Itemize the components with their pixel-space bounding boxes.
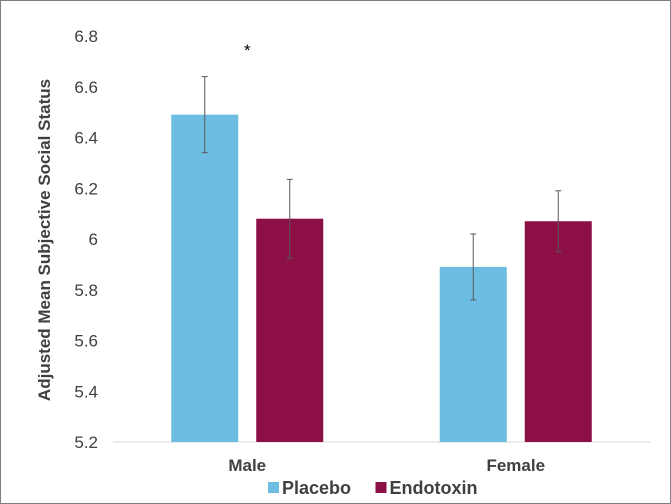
y-axis-ticks: 5.2 5.4 5.6 5.8 6 6.2 6.4 6.6 6.8 <box>74 27 98 452</box>
y-tick-label: 5.4 <box>74 382 98 401</box>
significance-marker: * <box>244 41 251 60</box>
y-tick-label: 6.8 <box>74 27 98 46</box>
y-tick-label: 6.6 <box>74 78 98 97</box>
legend-swatch-placebo <box>268 482 279 493</box>
bar-endotoxin-female <box>524 221 592 442</box>
legend-label-placebo: Placebo <box>282 478 351 498</box>
bars <box>171 114 592 442</box>
y-tick-label: 5.8 <box>74 281 98 300</box>
legend: Placebo Endotoxin <box>268 478 478 498</box>
annotations: * <box>244 41 251 60</box>
y-tick-label: 5.2 <box>74 433 98 452</box>
y-tick-label: 6.2 <box>74 179 98 198</box>
y-axis-title: Adjusted Mean Subjective Social Status <box>35 79 54 401</box>
error-bars <box>201 76 562 301</box>
y-tick-label: 5.6 <box>74 332 98 351</box>
legend-swatch-endotoxin <box>375 482 387 493</box>
legend-label-endotoxin: Endotoxin <box>390 478 478 498</box>
y-tick-label: 6 <box>89 230 98 249</box>
category-labels: Male Female <box>228 456 545 475</box>
y-tick-label: 6.4 <box>74 129 98 148</box>
bar-placebo-male <box>171 114 239 442</box>
category-label: Female <box>486 456 545 475</box>
category-label: Male <box>228 456 266 475</box>
